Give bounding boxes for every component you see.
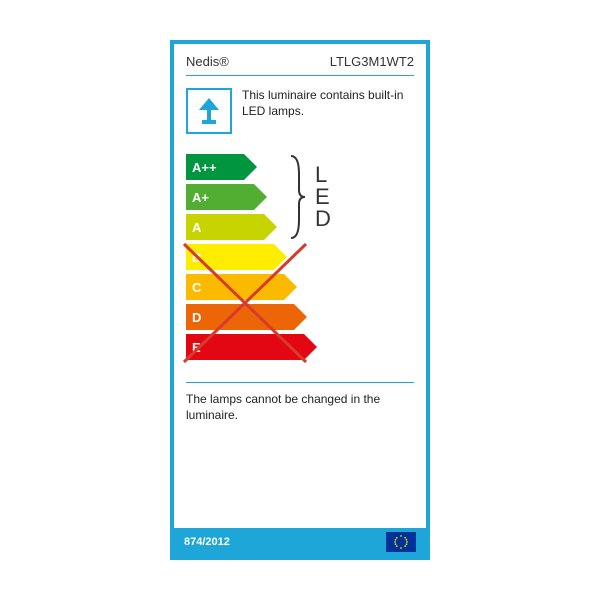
lamp-icon-box — [186, 88, 232, 134]
regulation-number: 874/2012 — [184, 536, 230, 548]
footer: 874/2012 — [174, 528, 426, 556]
eu-flag-icon — [386, 532, 416, 552]
led-bracket: LED — [289, 154, 331, 240]
rating-row: D — [186, 304, 414, 330]
energy-label: Nedis® LTLG3M1WT2 This luminaire contain… — [170, 40, 430, 560]
rating-label: D — [186, 304, 294, 330]
led-indicator: LED — [315, 164, 331, 230]
rating-label: A+ — [186, 184, 254, 210]
bottom-text: The lamps cannot be changed in the lumin… — [174, 383, 426, 431]
luminaire-info: This luminaire contains built-in LED lam… — [174, 76, 426, 146]
rating-label: B — [186, 244, 274, 270]
model-number: LTLG3M1WT2 — [330, 54, 414, 69]
brand-name: Nedis® — [186, 54, 229, 69]
rating-label: E — [186, 334, 304, 360]
rating-label: A — [186, 214, 264, 240]
rating-label: A++ — [186, 154, 244, 180]
rating-label: C — [186, 274, 284, 300]
rating-chart: A++ A+ ABCDE LED — [174, 146, 426, 382]
rating-row: E — [186, 334, 414, 360]
luminaire-description: This luminaire contains built-in LED lam… — [242, 88, 414, 119]
header: Nedis® LTLG3M1WT2 — [174, 44, 426, 75]
rating-row: C — [186, 274, 414, 300]
lamp-icon — [195, 96, 223, 126]
rating-row: B — [186, 244, 414, 270]
